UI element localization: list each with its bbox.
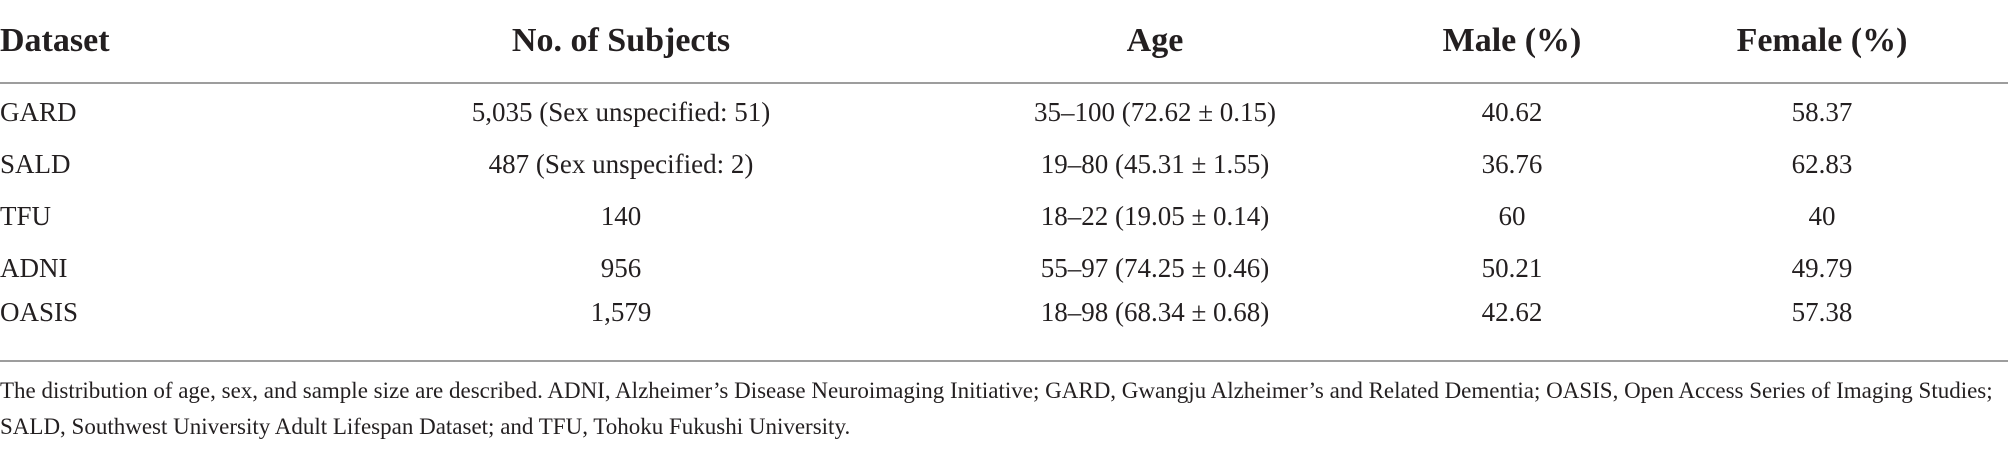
cell-age: 19–80 (45.31 ± 1.55) <box>1040 148 1270 179</box>
cell-male: 36.76 <box>1481 148 1543 179</box>
table-row: ADNI 956 55–97 (74.25 ± 0.46) 50.21 49.7… <box>0 242 2008 294</box>
cell-female: 62.83 <box>1791 148 1853 179</box>
cell-subjects: 140 <box>600 200 642 231</box>
cell-dataset: OASIS <box>0 294 320 362</box>
cell-subjects: 956 <box>600 252 642 283</box>
cell-female: 57.38 <box>1636 294 2008 362</box>
table-row: SALD 487 (Sex unspecified: 2) 19–80 (45.… <box>0 138 2008 190</box>
cell-age: 18–22 (19.05 ± 0.14) <box>1040 200 1270 231</box>
table-row: OASIS 1,579 18–98 (68.34 ± 0.68) 42.62 5… <box>0 294 2008 362</box>
cell-male: 60 <box>1498 200 1526 231</box>
header-female-percent: Female (%) <box>1636 0 2008 84</box>
table-header-row: Dataset No. of Subjects Age Male (%) Fem… <box>0 0 2008 84</box>
table-row: TFU 140 18–22 (19.05 ± 0.14) 60 40 <box>0 190 2008 242</box>
header-dataset: Dataset <box>0 0 320 84</box>
cell-male: 50.21 <box>1481 252 1543 283</box>
table-row: GARD 5,035 (Sex unspecified: 51) 35–100 … <box>0 83 2008 138</box>
cell-age: 55–97 (74.25 ± 0.46) <box>1040 252 1270 283</box>
cell-female: 49.79 <box>1791 252 1853 283</box>
dataset-table-container: Dataset No. of Subjects Age Male (%) Fem… <box>0 0 2008 362</box>
cell-age: 35–100 (72.62 ± 0.15) <box>1033 96 1277 127</box>
cell-subjects: 1,579 <box>320 294 922 362</box>
dataset-table: Dataset No. of Subjects Age Male (%) Fem… <box>0 0 2008 362</box>
cell-dataset: GARD <box>0 96 77 127</box>
cell-age: 18–98 (68.34 ± 0.68) <box>922 294 1388 362</box>
cell-male: 42.62 <box>1388 294 1636 362</box>
cell-male: 40.62 <box>1481 96 1543 127</box>
cell-dataset: TFU <box>0 200 52 231</box>
cell-subjects: 487 (Sex unspecified: 2) <box>488 148 754 179</box>
cell-female: 58.37 <box>1791 96 1853 127</box>
header-no-of-subjects: No. of Subjects <box>320 0 922 84</box>
header-age: Age <box>922 0 1388 84</box>
cell-dataset: SALD <box>0 148 71 179</box>
cell-subjects: 5,035 (Sex unspecified: 51) <box>471 96 771 127</box>
cell-dataset: ADNI <box>0 252 68 283</box>
header-male-percent: Male (%) <box>1388 0 1636 84</box>
cell-female: 40 <box>1808 200 1836 231</box>
table-footnote: The distribution of age, sex, and sample… <box>0 378 1993 439</box>
